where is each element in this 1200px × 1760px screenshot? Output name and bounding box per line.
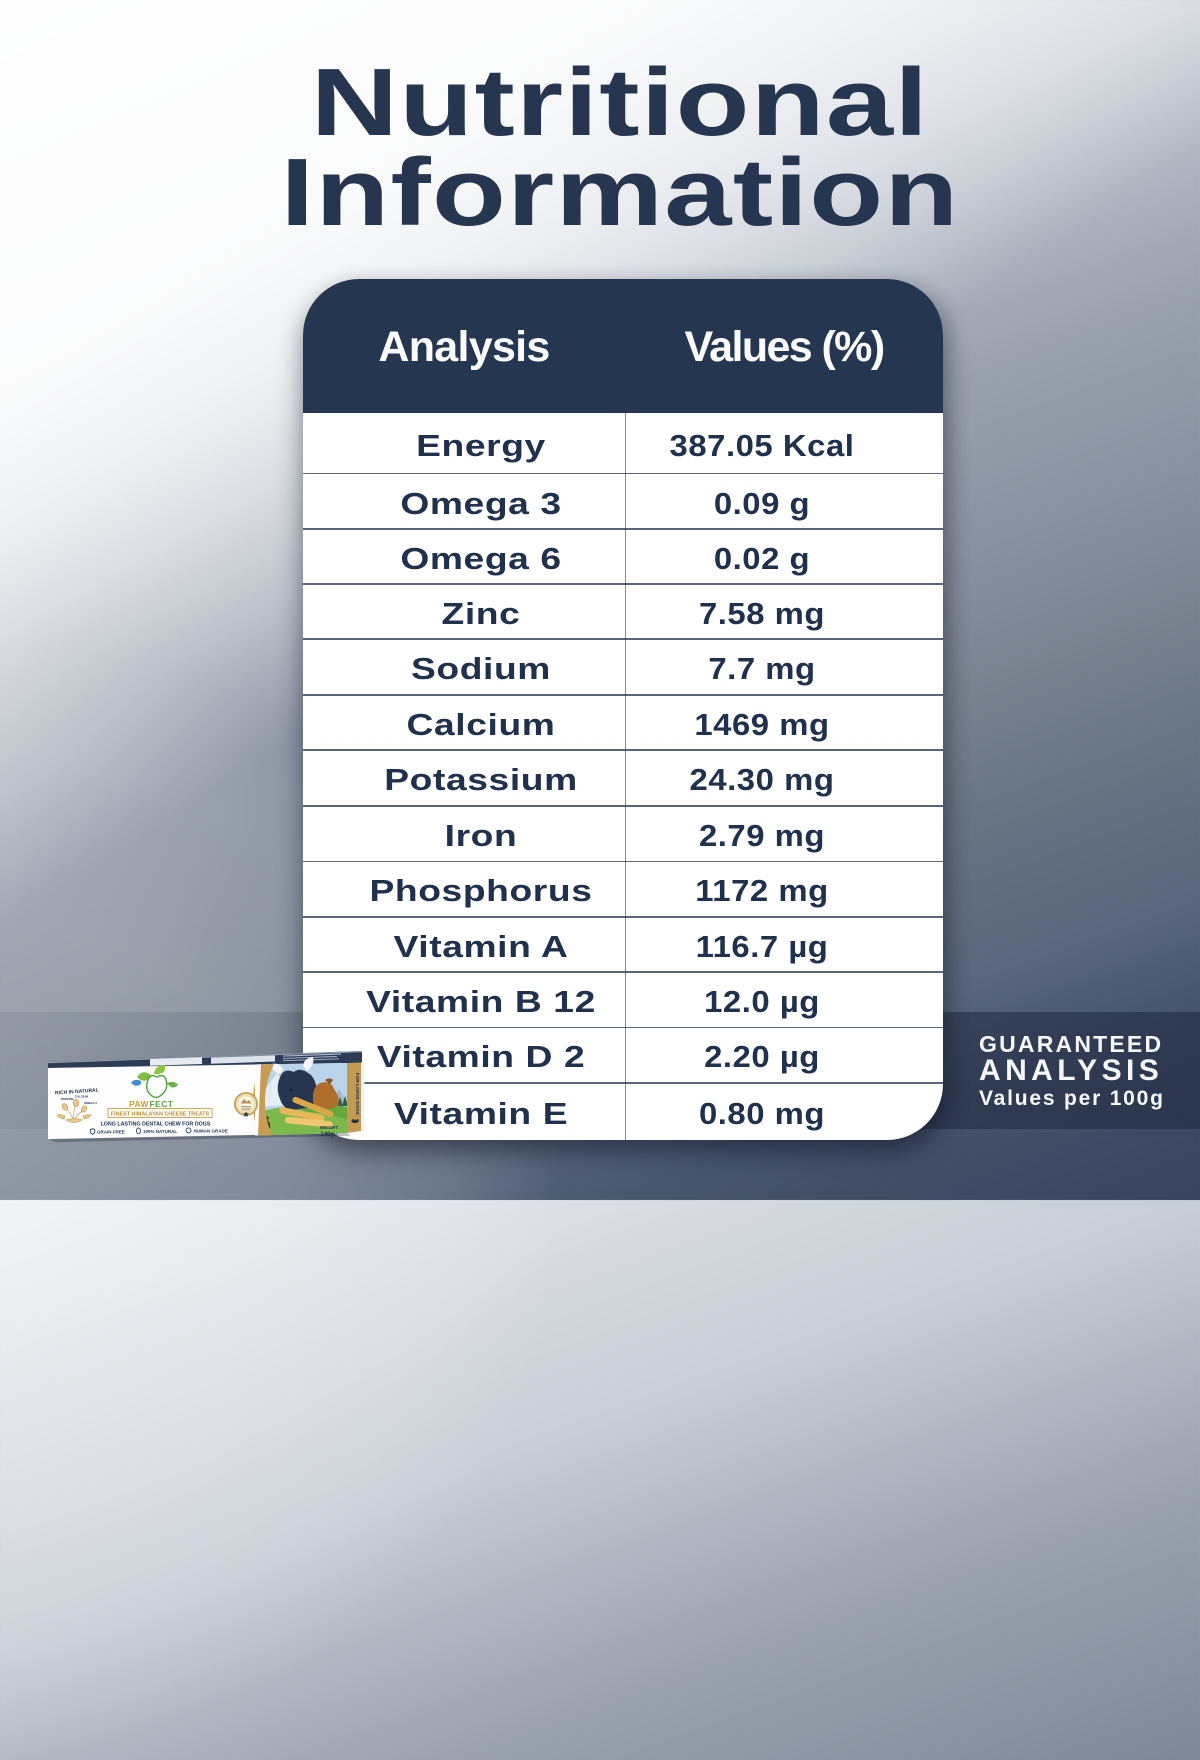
svg-text:WEIGHT: WEIGHT — [320, 1125, 339, 1130]
svg-text:OMEGA 3: OMEGA 3 — [84, 1101, 97, 1105]
svg-text:LONG LASTING DENTAL CHEW FOR D: LONG LASTING DENTAL CHEW FOR DOGS — [101, 1121, 211, 1127]
svg-text:PAW: PAW — [129, 1099, 149, 1109]
svg-text:GRAIN FREE: GRAIN FREE — [97, 1129, 125, 1134]
svg-text:FECT: FECT — [150, 1099, 174, 1109]
svg-text:PROTEIN: PROTEIN — [61, 1097, 73, 1101]
svg-text:100% NATURAL: 100% NATURAL — [143, 1129, 177, 1134]
svg-text:FOR LARGE DOGS: FOR LARGE DOGS — [355, 1073, 360, 1115]
svg-text:HUMAN GRADE: HUMAN GRADE — [194, 1129, 228, 1134]
svg-text:140g℮: 140g℮ — [320, 1132, 338, 1138]
svg-text:CALCIUM: CALCIUM — [75, 1095, 89, 1099]
svg-text:RICH IN NATURAL: RICH IN NATURAL — [55, 1087, 99, 1096]
svg-text:FINEST HIMALAYAN CHEESE TREATS: FINEST HIMALAYAN CHEESE TREATS — [111, 1112, 210, 1118]
